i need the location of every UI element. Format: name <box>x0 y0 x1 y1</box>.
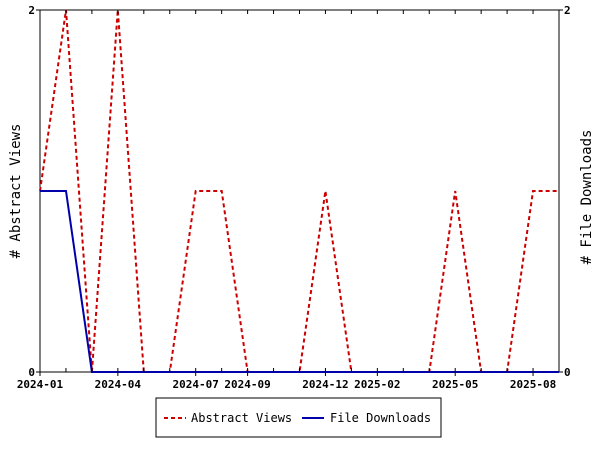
legend-label-file-downloads: File Downloads <box>330 411 431 425</box>
plot-frame <box>39 9 560 373</box>
series-line-file-downloads <box>40 190 559 373</box>
x-tick-label: 2024-07 <box>173 378 219 391</box>
x-tick-label: 2025-05 <box>432 378 478 391</box>
legend-box <box>155 397 442 438</box>
x-tick-label: 2024-04 <box>95 378 142 391</box>
y-tick-label-left: 0 <box>28 366 35 379</box>
y-axis-title-right: # File Downloads <box>579 130 595 265</box>
ticks-layer: 2024-01 2024-04 2024-07 2024-09 2024-12 2025-… <box>17 4 571 391</box>
y-tick-label-right: 2 <box>564 4 571 17</box>
y-tick-label-right: 0 <box>564 366 571 379</box>
legend-label-abstract-views: Abstract Views <box>191 411 292 425</box>
x-tick-label: 2025-08 <box>510 378 556 391</box>
x-tick-label: 2024-09 <box>224 378 270 391</box>
y-tick-label-left: 2 <box>28 4 35 17</box>
legend: Abstract Views File Downloads <box>155 397 442 438</box>
y-axis-title-left: # Abstract Views <box>8 124 24 259</box>
x-tick-label: 2025-02 <box>354 378 400 391</box>
x-tick-label: 2024-01 <box>17 378 64 391</box>
series-line-abstract-views <box>39 9 559 373</box>
x-tick-label: 2024-12 <box>302 378 348 391</box>
series-layer <box>39 9 559 373</box>
